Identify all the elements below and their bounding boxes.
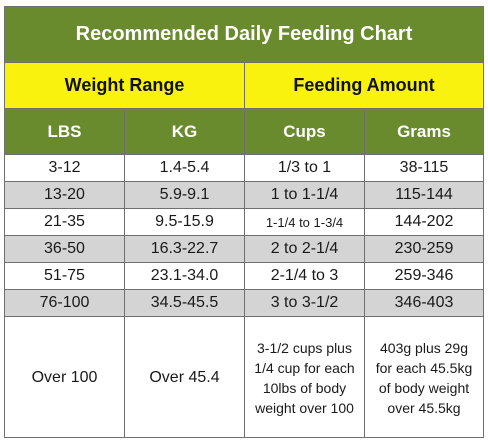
cell-kg: 9.5-15.9 (125, 209, 245, 236)
cell-grams: 259-346 (365, 263, 483, 290)
table-row-over-100: Over 100 Over 45.4 3-1/2 cups plus 1/4 c… (5, 317, 483, 437)
cell-cups: 3-1/2 cups plus 1/4 cup for each 10lbs o… (245, 317, 365, 437)
cell-cups: 1/3 to 1 (245, 155, 365, 182)
cell-lbs: 51-75 (5, 263, 125, 290)
cell-lbs: 13-20 (5, 182, 125, 209)
cell-grams: 115-144 (365, 182, 483, 209)
cell-grams: 38-115 (365, 155, 483, 182)
cell-lbs: 21-35 (5, 209, 125, 236)
header-kg: KG (125, 109, 245, 155)
header-lbs: LBS (5, 109, 125, 155)
cell-cups: 3 to 3-1/2 (245, 290, 365, 317)
cell-grams: 403g plus 29g for each 45.5kg of body we… (375, 340, 473, 416)
chart-title: Recommended Daily Feeding Chart (5, 7, 483, 63)
cell-lbs: 36-50 (5, 236, 125, 263)
group-weight-range: Weight Range (5, 63, 245, 109)
table-row: 3-12 1.4-5.4 1/3 to 1 38-115 (5, 155, 483, 182)
cell-cups: 1 to 1-1/4 (245, 182, 365, 209)
header-cups: Cups (245, 109, 365, 155)
feeding-chart-table: Recommended Daily Feeding Chart Weight R… (4, 6, 484, 438)
group-header-row: Weight Range Feeding Amount (5, 63, 483, 109)
table-row: 21-35 9.5-15.9 1-1/4 to 1-3/4 144-202 (5, 209, 483, 236)
table-row: 36-50 16.3-22.7 2 to 2-1/4 230-259 (5, 236, 483, 263)
table-row: 13-20 5.9-9.1 1 to 1-1/4 115-144 (5, 182, 483, 209)
cell-kg: 1.4-5.4 (125, 155, 245, 182)
cell-cups: 1-1/4 to 1-3/4 (245, 209, 365, 236)
header-grams: Grams (365, 109, 483, 155)
cell-kg: 16.3-22.7 (125, 236, 245, 263)
cell-grams: 230-259 (365, 236, 483, 263)
title-row: Recommended Daily Feeding Chart (5, 7, 483, 63)
cell-lbs: 76-100 (5, 290, 125, 317)
cell-kg: Over 45.4 (125, 317, 245, 437)
cell-kg: 34.5-45.5 (125, 290, 245, 317)
cell-grams: 346-403 (365, 290, 483, 317)
cell-kg: 5.9-9.1 (125, 182, 245, 209)
group-feeding-amount: Feeding Amount (245, 63, 483, 109)
cell-cups: 2-1/4 to 3 (245, 263, 365, 290)
table-row: 76-100 34.5-45.5 3 to 3-1/2 346-403 (5, 290, 483, 317)
cell-lbs: Over 100 (5, 317, 125, 437)
cell-cups: 2 to 2-1/4 (245, 236, 365, 263)
cell-grams: 144-202 (365, 209, 483, 236)
cell-lbs: 3-12 (5, 155, 125, 182)
cell-kg: 23.1-34.0 (125, 263, 245, 290)
table-row: 51-75 23.1-34.0 2-1/4 to 3 259-346 (5, 263, 483, 290)
column-header-row: LBS KG Cups Grams (5, 109, 483, 155)
